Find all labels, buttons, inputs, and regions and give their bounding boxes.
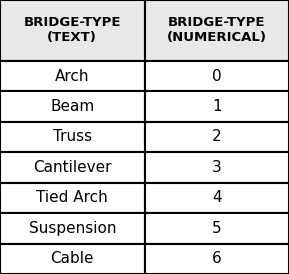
Bar [0, 122, 144, 152]
Text: Cable: Cable [51, 251, 94, 266]
Bar [144, 183, 289, 213]
Text: 5: 5 [212, 221, 222, 236]
Text: BRIDGE-TYPE
(NUMERICAL): BRIDGE-TYPE (NUMERICAL) [167, 16, 267, 44]
Bar [0, 61, 144, 91]
Text: 6: 6 [212, 251, 222, 266]
Text: BRIDGE-TYPE
(TEXT): BRIDGE-TYPE (TEXT) [23, 16, 121, 44]
Bar [0, 0, 144, 61]
Text: Cantilever: Cantilever [33, 160, 112, 175]
Text: Beam: Beam [50, 99, 95, 114]
Bar [0, 152, 144, 183]
Text: Arch: Arch [55, 68, 90, 84]
Text: 3: 3 [212, 160, 222, 175]
Bar [144, 122, 289, 152]
Bar [0, 244, 144, 274]
Text: 2: 2 [212, 129, 222, 144]
Text: 1: 1 [212, 99, 222, 114]
Bar [0, 213, 144, 244]
Bar [0, 91, 144, 122]
Bar [144, 91, 289, 122]
Text: Tied Arch: Tied Arch [36, 190, 108, 206]
Bar [144, 0, 289, 61]
Text: Truss: Truss [53, 129, 92, 144]
Text: 0: 0 [212, 68, 222, 84]
Text: Suspension: Suspension [29, 221, 116, 236]
Bar [0, 183, 144, 213]
Text: 4: 4 [212, 190, 222, 206]
Bar [144, 152, 289, 183]
Bar [144, 61, 289, 91]
Bar [144, 244, 289, 274]
Bar [144, 213, 289, 244]
